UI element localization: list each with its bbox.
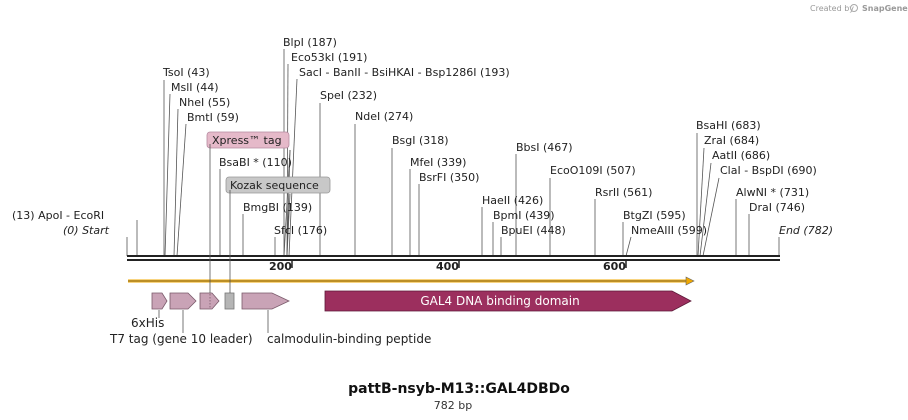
enzyme-ecoo109i[interactable]: EcoO109I (507) bbox=[550, 164, 636, 177]
enzyme-nhei[interactable]: NheI (55) bbox=[179, 96, 230, 109]
enzyme-msli[interactable]: MslI (44) bbox=[171, 81, 219, 94]
svg-text:Xpress™ tag: Xpress™ tag bbox=[212, 134, 282, 147]
enzyme-end[interactable]: End (782) bbox=[779, 224, 833, 237]
enzyme-mfei[interactable]: MfeI (339) bbox=[410, 156, 466, 169]
credit-brand: SnapGene bbox=[862, 4, 908, 13]
snapgene-icon bbox=[850, 4, 858, 12]
enzyme-haeii[interactable]: HaeII (426) bbox=[482, 194, 543, 207]
svg-text:Kozak sequence: Kozak sequence bbox=[230, 179, 319, 192]
label-6xhis: 6xHis bbox=[131, 316, 164, 330]
map-title: pattB-nsyb-M13::GAL4DBDo bbox=[348, 381, 570, 397]
enzyme-blpi[interactable]: BlpI (187) bbox=[283, 36, 337, 49]
gal4-label: GAL4 DNA binding domain bbox=[420, 294, 579, 308]
enzyme-ndei[interactable]: NdeI (274) bbox=[355, 110, 413, 123]
enzyme-nmeaiii[interactable]: NmeAIII (599) bbox=[631, 224, 707, 237]
map-length: 782 bp bbox=[434, 399, 472, 412]
enzyme-tsoi[interactable]: TsoI (43) bbox=[162, 66, 210, 79]
enzyme-bsahi[interactable]: BsaHI (683) bbox=[696, 119, 761, 132]
feature-kozak[interactable] bbox=[224, 292, 235, 310]
enzyme-start[interactable]: (0) Start bbox=[63, 224, 110, 237]
enzyme-alwni[interactable]: AlwNI * (731) bbox=[736, 186, 809, 199]
enzyme-aatii[interactable]: AatII (686) bbox=[712, 149, 770, 162]
label-t7-tag: T7 tag (gene 10 leader) bbox=[109, 332, 253, 346]
enzyme-apoi[interactable]: (13) ApoI - EcoRI bbox=[12, 209, 104, 222]
feature-6xhis[interactable] bbox=[151, 292, 168, 310]
enzyme-bbsi[interactable]: BbsI (467) bbox=[516, 141, 573, 154]
enzyme-rsrii[interactable]: RsrII (561) bbox=[595, 186, 652, 199]
enzyme-bmgbi[interactable]: BmgBI (139) bbox=[243, 201, 312, 214]
enzyme-eco53ki[interactable]: Eco53kI (191) bbox=[291, 51, 367, 64]
tick-200: 200 bbox=[269, 260, 292, 273]
enzyme-sfci[interactable]: SfcI (176) bbox=[274, 224, 327, 237]
feature-t7-tag[interactable] bbox=[169, 292, 197, 310]
feature-gal4-dna-binding-domain[interactable]: GAL4 DNA binding domain bbox=[324, 290, 692, 312]
label-calmodulin: calmodulin-binding peptide bbox=[267, 332, 431, 346]
feature-connectors bbox=[158, 144, 269, 333]
feature-xpress-tag[interactable] bbox=[199, 292, 220, 310]
enzyme-saci[interactable]: SacI - BanII - BsiHKAI - Bsp1286I (193) bbox=[299, 66, 510, 79]
enzyme-labels: (13) ApoI - EcoRI (0) Start TsoI (43) Ms… bbox=[12, 36, 833, 237]
enzyme-clai[interactable]: ClaI - BspDI (690) bbox=[720, 164, 817, 177]
feature-calmodulin-binding-peptide[interactable] bbox=[241, 292, 290, 310]
ruler-ticks: 200 400 600 bbox=[269, 260, 627, 273]
tick-600: 600 bbox=[603, 260, 626, 273]
enzyme-spei[interactable]: SpeI (232) bbox=[320, 89, 377, 102]
enzyme-leader-lines bbox=[126, 49, 780, 257]
enzyme-drai[interactable]: DraI (746) bbox=[749, 201, 805, 214]
kozak-sequence-label[interactable]: Kozak sequence bbox=[225, 176, 331, 194]
enzyme-btgzi[interactable]: BtgZI (595) bbox=[623, 209, 686, 222]
enzyme-zrai[interactable]: ZraI (684) bbox=[704, 134, 759, 147]
tick-400: 400 bbox=[436, 260, 459, 273]
enzyme-bpuei[interactable]: BpuEI (448) bbox=[501, 224, 566, 237]
orf-arrow[interactable] bbox=[128, 276, 695, 286]
dna-backbone bbox=[127, 255, 780, 261]
xpress-tag-label[interactable]: Xpress™ tag bbox=[206, 131, 290, 149]
enzyme-bpmi[interactable]: BpmI (439) bbox=[493, 209, 555, 222]
credit-text: Created by bbox=[810, 4, 854, 13]
enzyme-bmti[interactable]: BmtI (59) bbox=[187, 111, 239, 124]
enzyme-bsrfi[interactable]: BsrFI (350) bbox=[419, 171, 479, 184]
enzyme-bsgi[interactable]: BsgI (318) bbox=[392, 134, 449, 147]
enzyme-bsabi[interactable]: BsaBI * (110) bbox=[219, 156, 292, 169]
